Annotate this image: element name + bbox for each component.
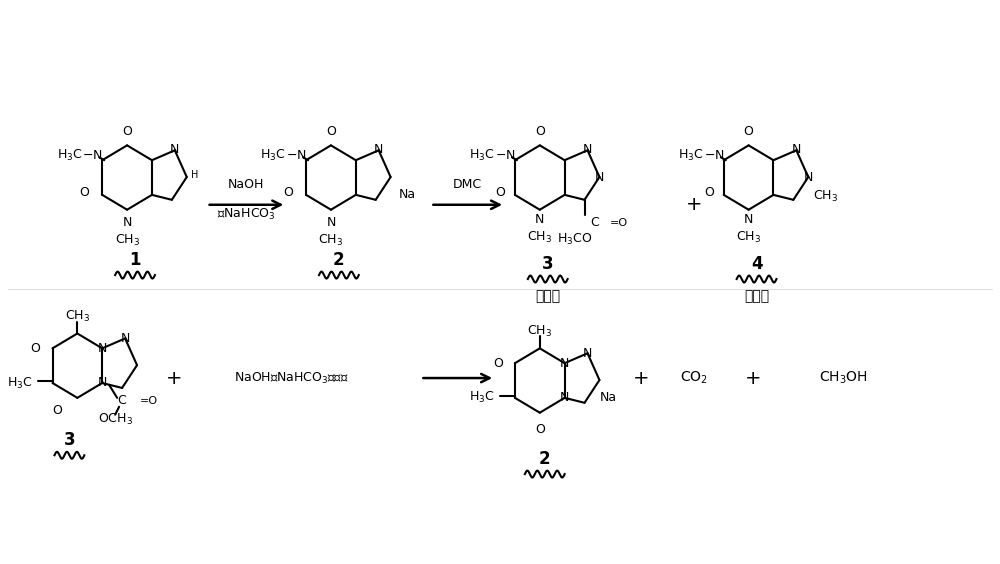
Text: O: O — [79, 186, 89, 200]
Text: O: O — [283, 186, 293, 200]
Text: Na: Na — [599, 391, 617, 404]
Text: O: O — [495, 186, 505, 200]
Text: H$_3$C: H$_3$C — [678, 148, 704, 163]
Text: +: + — [633, 368, 649, 387]
Text: +: + — [745, 368, 762, 387]
Text: H$_3$C: H$_3$C — [260, 148, 286, 163]
Text: N: N — [535, 213, 544, 226]
Text: N: N — [792, 143, 801, 156]
Text: CO$_2$: CO$_2$ — [680, 370, 708, 386]
Text: $-$N: $-$N — [495, 149, 515, 162]
Text: $-$N: $-$N — [704, 149, 724, 162]
Text: 2: 2 — [333, 251, 345, 269]
Text: N: N — [804, 170, 813, 183]
Text: H$_3$C: H$_3$C — [57, 148, 82, 163]
Text: OCH$_3$: OCH$_3$ — [98, 412, 133, 427]
Text: 或NaHCO$_3$: 或NaHCO$_3$ — [217, 207, 276, 222]
Text: N: N — [595, 170, 604, 183]
Text: =O: =O — [609, 218, 628, 228]
Text: O: O — [744, 125, 754, 138]
Text: N: N — [326, 216, 336, 229]
Text: Na: Na — [399, 188, 416, 201]
Text: 4: 4 — [751, 255, 762, 273]
Text: $-$N: $-$N — [82, 149, 103, 162]
Text: +: + — [166, 368, 182, 387]
Text: O: O — [122, 125, 132, 138]
Text: O: O — [535, 423, 545, 436]
Text: 3: 3 — [64, 431, 75, 450]
Text: O: O — [535, 125, 545, 138]
Text: $-$N: $-$N — [286, 149, 306, 162]
Text: O: O — [31, 342, 41, 355]
Text: N: N — [744, 213, 753, 226]
Text: N: N — [374, 143, 383, 156]
Text: N: N — [98, 342, 107, 355]
Text: DMC: DMC — [453, 178, 482, 191]
Text: H$_3$C: H$_3$C — [7, 376, 32, 390]
Text: 甲基化: 甲基化 — [744, 289, 769, 303]
Text: CH$_3$: CH$_3$ — [318, 233, 344, 248]
Text: O: O — [326, 125, 336, 138]
Text: C: C — [118, 394, 126, 407]
Text: CH$_3$OH: CH$_3$OH — [819, 370, 867, 386]
Text: H$_3$CO: H$_3$CO — [557, 232, 592, 247]
Text: NaOH: NaOH — [228, 178, 265, 191]
Text: O: O — [53, 404, 62, 417]
Text: N: N — [583, 347, 592, 360]
Text: N: N — [170, 143, 180, 156]
Text: N: N — [583, 143, 592, 156]
Text: CH$_3$: CH$_3$ — [736, 230, 761, 245]
Text: O: O — [493, 356, 503, 369]
Text: CH$_3$: CH$_3$ — [527, 230, 552, 245]
Text: 2: 2 — [539, 450, 551, 468]
Text: CH$_3$: CH$_3$ — [115, 233, 140, 248]
Text: H: H — [191, 170, 198, 180]
Text: N: N — [560, 356, 569, 369]
Text: H$_3$C: H$_3$C — [469, 390, 495, 406]
Text: CH$_3$: CH$_3$ — [813, 190, 838, 204]
Text: N: N — [120, 332, 130, 345]
Text: C: C — [590, 216, 599, 229]
Text: 羰基化: 羰基化 — [535, 289, 560, 303]
Text: 1: 1 — [129, 251, 141, 269]
Text: CH$_3$: CH$_3$ — [527, 324, 552, 339]
Text: N: N — [122, 216, 132, 229]
Text: N: N — [98, 377, 107, 390]
Text: 3: 3 — [542, 255, 554, 273]
Text: N: N — [560, 391, 569, 404]
Text: +: + — [686, 195, 702, 214]
Text: O: O — [704, 186, 714, 200]
Text: H$_3$C: H$_3$C — [469, 148, 495, 163]
Text: NaOH（NaHCO$_3$碱性）: NaOH（NaHCO$_3$碱性） — [234, 371, 348, 386]
Text: =O: =O — [140, 396, 158, 406]
Text: CH$_3$: CH$_3$ — [65, 309, 90, 324]
